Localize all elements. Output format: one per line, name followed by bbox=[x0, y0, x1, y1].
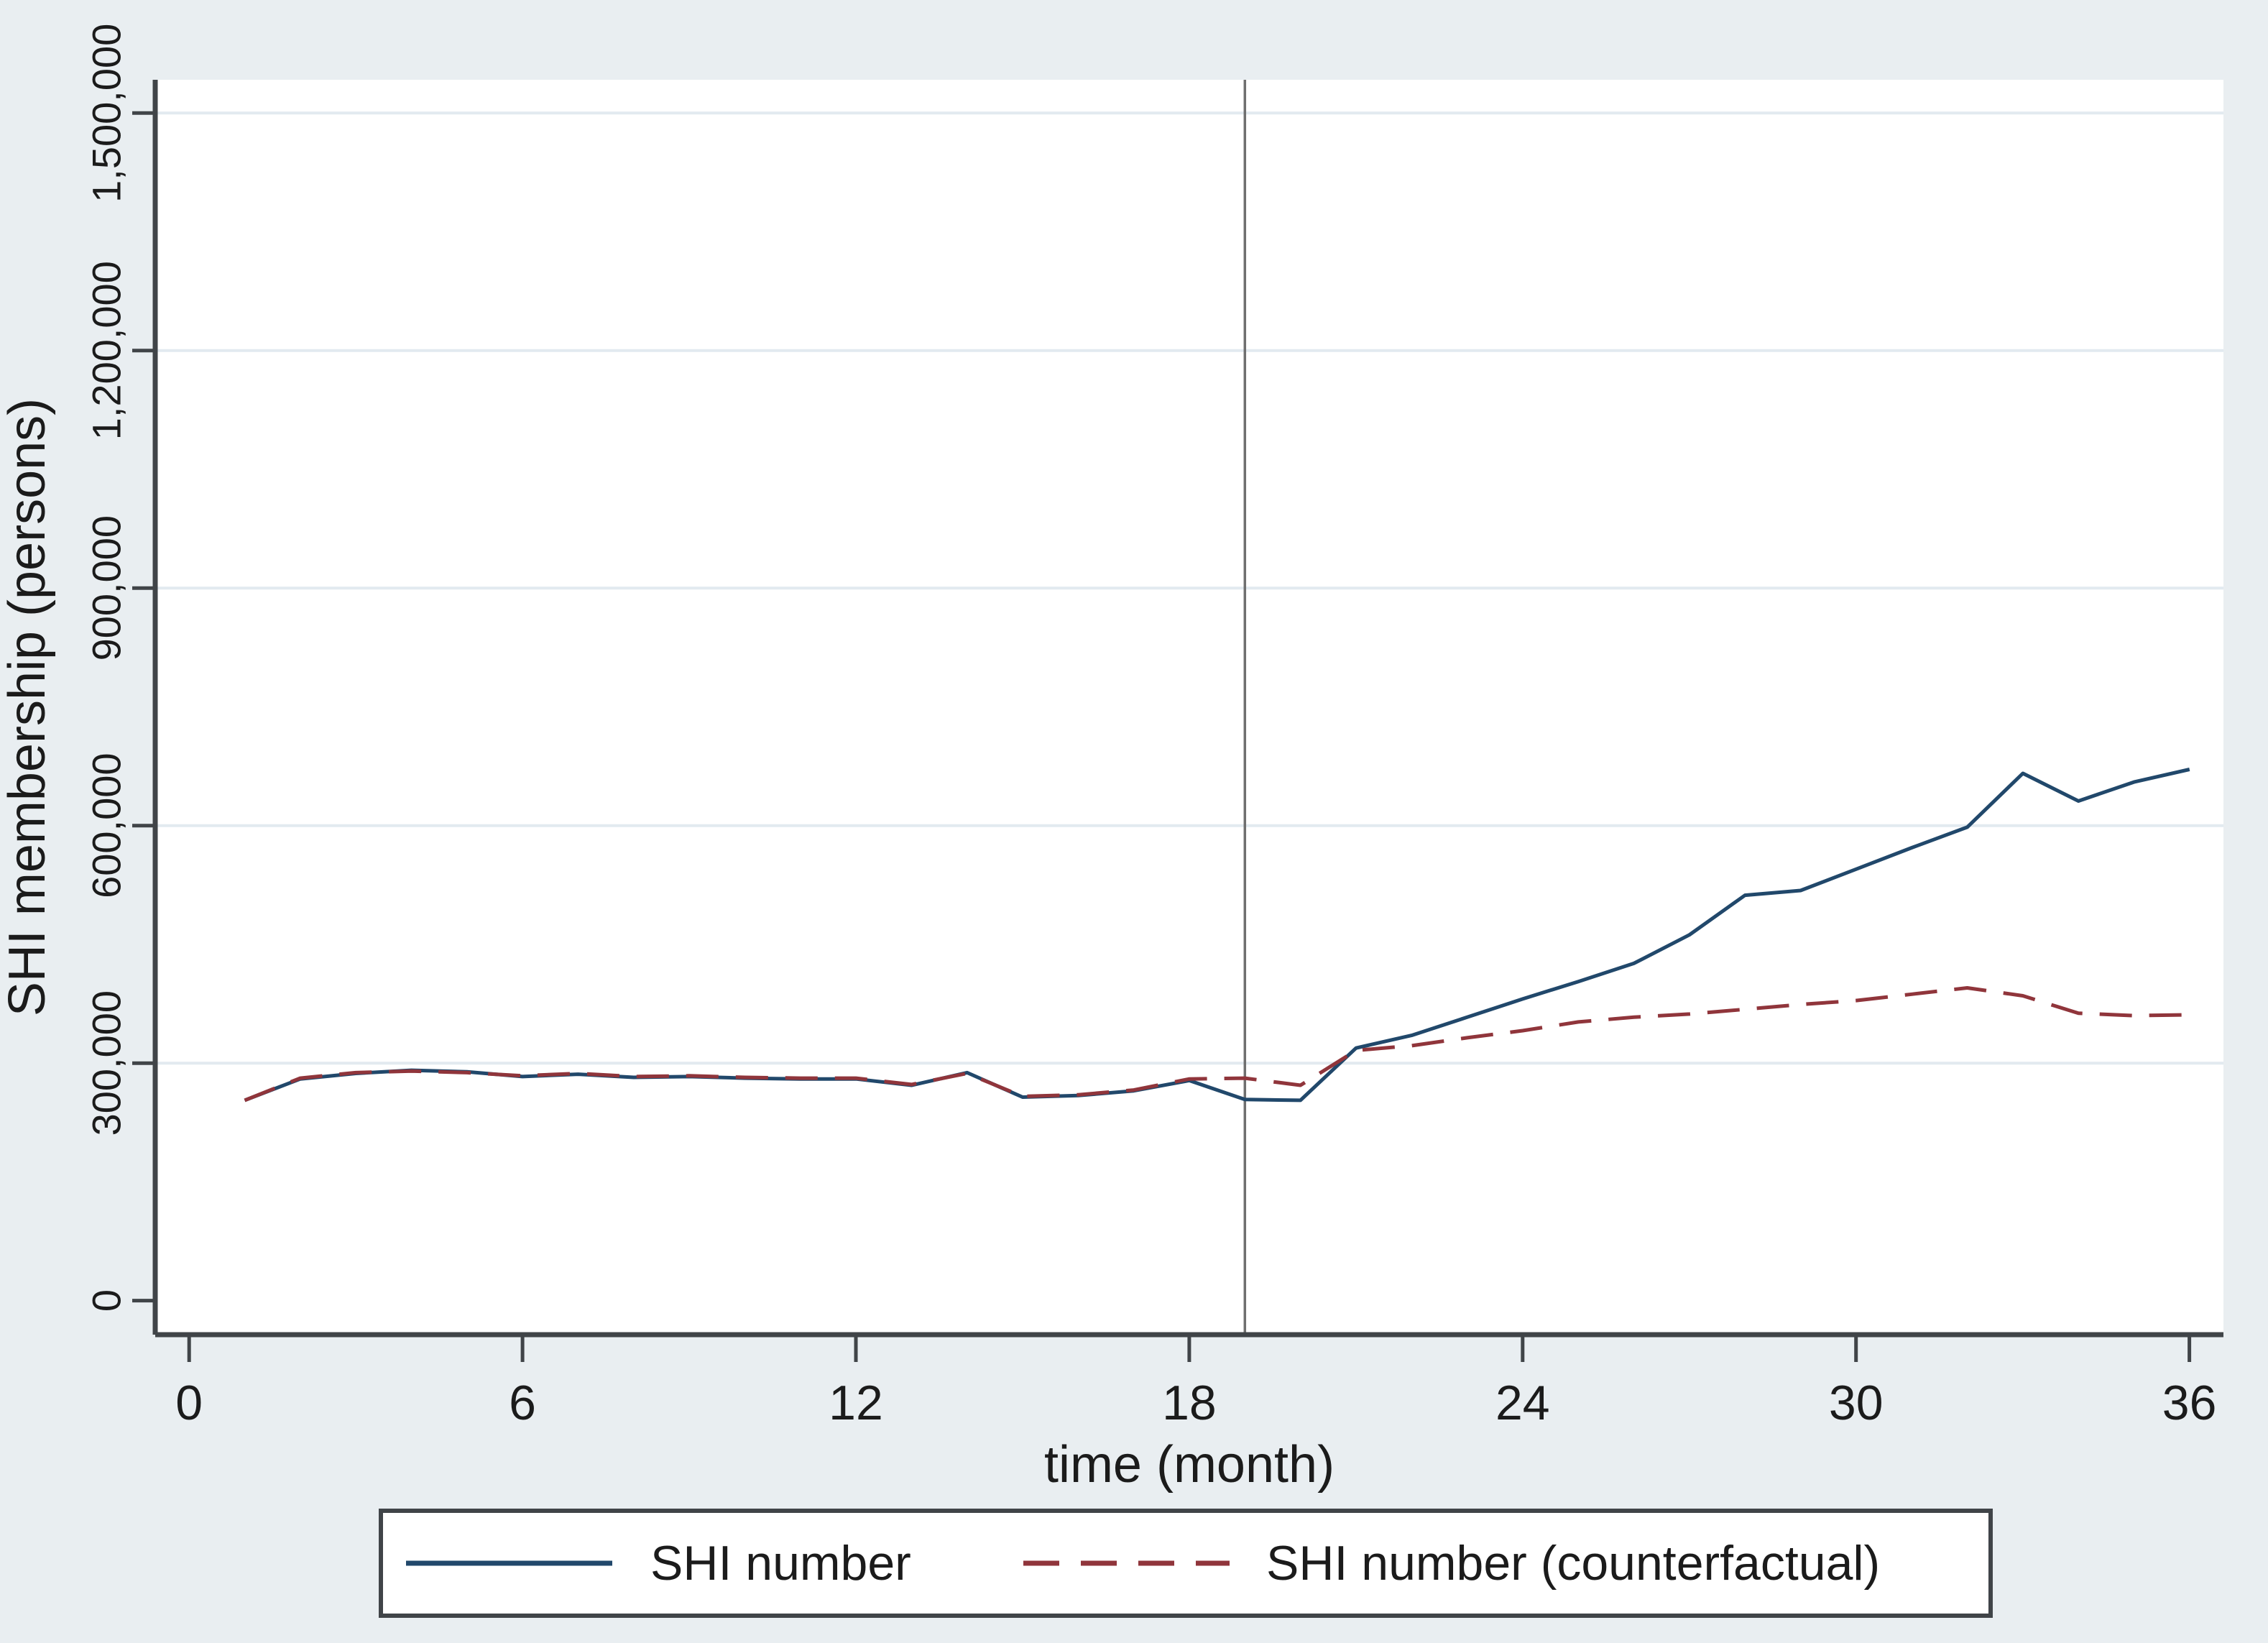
x-tick-label-24: 24 bbox=[1495, 1376, 1550, 1430]
legend-label-shi-counterfactual: SHI number (counterfactual) bbox=[1266, 1536, 1880, 1591]
y-tick-label-600000: 600,000 bbox=[84, 753, 129, 898]
series-line-shi-counterfactual bbox=[244, 986, 2190, 1103]
plot-area bbox=[155, 80, 2223, 1335]
y-tick-label-0: 0 bbox=[84, 1289, 129, 1312]
legend: SHI number SHI number (counterfactual) bbox=[379, 1509, 1993, 1618]
y-axis-title: SHI membership (persons) bbox=[0, 398, 56, 1016]
x-tick-label-30: 30 bbox=[1829, 1376, 1884, 1430]
legend-box bbox=[379, 1509, 1993, 1618]
x-axis-title: time (month) bbox=[1044, 1436, 1334, 1494]
y-tick-label-300000: 300,000 bbox=[84, 990, 129, 1136]
x-tick-label-18: 18 bbox=[1162, 1376, 1217, 1430]
y-tick-label-1200000: 1,200,000 bbox=[84, 261, 129, 440]
x-tick-label-6: 6 bbox=[509, 1376, 536, 1430]
x-tick-label-0: 0 bbox=[175, 1376, 203, 1430]
y-tick-label-1500000: 1,500,000 bbox=[84, 24, 129, 203]
x-tick-label-36: 36 bbox=[2162, 1376, 2217, 1430]
y-axis: 0 300,000 600,000 900,000 1,200,000 1,50… bbox=[84, 24, 158, 1335]
x-tick-label-12: 12 bbox=[829, 1376, 883, 1430]
x-axis: 0 6 12 18 24 30 36 bbox=[155, 1332, 2223, 1430]
gridlines bbox=[155, 111, 2223, 1065]
y-tick-label-900000: 900,000 bbox=[84, 515, 129, 661]
legend-label-shi-number: SHI number bbox=[650, 1536, 911, 1591]
